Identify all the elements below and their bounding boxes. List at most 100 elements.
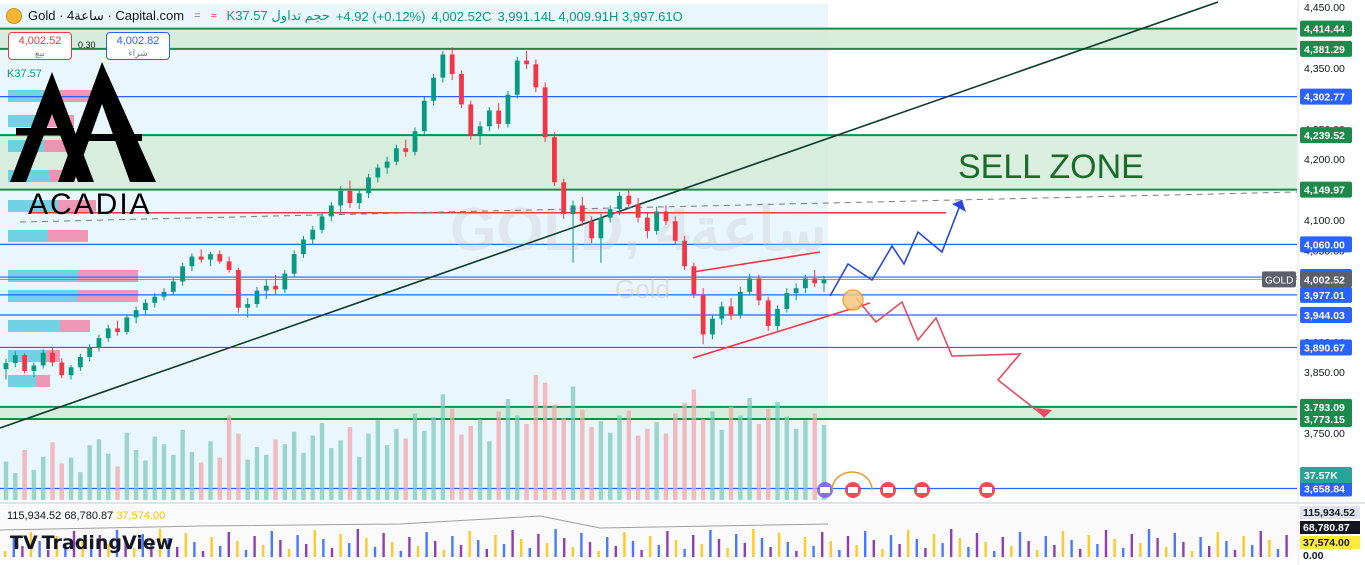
indicator-bar (1251, 545, 1254, 557)
indicator-bar (1096, 544, 1099, 557)
tradingview-logo[interactable]: TV TradingView (10, 532, 173, 554)
buy-label: شراء (128, 48, 148, 58)
indicator-bar (838, 550, 841, 557)
indicator-bar (717, 539, 721, 557)
volume-bar (78, 472, 83, 500)
close-value: 4,002.52C (431, 8, 492, 24)
indicator-bar (958, 538, 961, 557)
axis-tick-label: 3,850.00 (1304, 367, 1345, 379)
volume-bar (598, 421, 604, 500)
buy-button[interactable]: 4,002.82 شراء (106, 32, 170, 60)
volume-bar (273, 439, 278, 500)
indicator-toggle-approx[interactable]: ≈ (206, 10, 221, 22)
indicator-bar (1259, 531, 1262, 557)
indicator-bar (133, 548, 136, 557)
indicator-bar (700, 544, 703, 557)
volume-bar (208, 441, 213, 500)
indicator-bar (545, 543, 549, 557)
indicator-bar (666, 531, 669, 557)
volume-bar (673, 413, 678, 500)
candle-body (477, 126, 483, 135)
lower-axis-badge (1300, 506, 1360, 519)
indicator-bar (141, 534, 144, 557)
candle-body (459, 73, 464, 105)
candle-body (338, 190, 344, 206)
volume-bar (124, 432, 130, 500)
candle-body (812, 278, 818, 284)
volume-bar (13, 473, 18, 500)
indicator-bar (1225, 541, 1228, 557)
volume-bar (264, 454, 269, 500)
symbol-title[interactable]: Gold · 4ساعة · Capital.com (28, 8, 185, 23)
zone-top (0, 28, 1297, 49)
candle-body (635, 204, 641, 218)
volume-bar (68, 457, 74, 500)
indicator-bar (1053, 545, 1056, 557)
indicator-bar (107, 544, 110, 557)
volume-profile-up-bar (8, 290, 78, 302)
candle-body (626, 195, 632, 205)
indicator-bar (64, 545, 67, 557)
price-level-badge (1300, 88, 1352, 105)
indicator-bar (193, 542, 196, 557)
event-highlight-arc (831, 471, 873, 491)
axis-tick-label: 4,200.00 (1304, 154, 1345, 166)
candle-body (310, 229, 316, 240)
indicator-bar (244, 550, 248, 557)
price-level-badge (1300, 271, 1352, 288)
axis-tick-label: 4,100.00 (1304, 215, 1345, 227)
volume-bar (366, 433, 371, 500)
volume-bar (171, 454, 176, 500)
volume-bar (143, 460, 148, 500)
candle-body (654, 211, 660, 232)
candle-body (524, 60, 529, 65)
indicator-bar (382, 533, 385, 557)
indicator-bar (881, 549, 884, 557)
volume-axis-badge-label: 37.57K (1304, 470, 1338, 482)
indicator-bar (408, 537, 411, 557)
volume-bar (617, 415, 622, 500)
candle-body (22, 355, 27, 371)
indicator-bar (21, 546, 24, 557)
indicator-bar (1061, 531, 1065, 557)
price-level-badge-label: 3,658.84 (1304, 484, 1345, 496)
indicator-bar (537, 534, 540, 557)
indicator-bar (743, 543, 746, 557)
indicator-bar (365, 538, 368, 557)
volume-bar (236, 433, 241, 500)
indicator-bar (692, 535, 695, 557)
sell-zone (0, 135, 1297, 190)
indicator-bar (4, 551, 7, 557)
indicator-bar (1216, 532, 1219, 557)
volume-bar (784, 416, 790, 500)
legend-value-2: 68,780.87 (64, 510, 114, 522)
sell-button[interactable]: 4,002.52 بيع (8, 32, 72, 60)
indicator-bar (1208, 546, 1211, 557)
candle-body (115, 328, 120, 333)
candle-body (226, 261, 232, 270)
bearish-arrow-head (1036, 408, 1052, 418)
price-level-badge-label: 4,149.97 (1304, 185, 1345, 197)
candle-body (180, 266, 186, 282)
indicator-bar (1190, 551, 1194, 557)
candle-body (747, 278, 753, 292)
volume-profile-down-bar (78, 270, 138, 282)
indicator-bar (468, 531, 471, 557)
indicator-bar (812, 546, 815, 557)
volume-bar (738, 415, 743, 500)
bullish-projection-path (829, 199, 963, 297)
indicator-toggles[interactable]: = ≈ (190, 10, 221, 22)
candle-body (198, 256, 204, 260)
indicator-bar (735, 534, 738, 557)
candle-body (682, 240, 687, 267)
volume-bar (589, 426, 594, 500)
volume-bar (756, 424, 762, 500)
candle-body (570, 205, 576, 214)
indicator-bar (657, 545, 660, 557)
candle-body (803, 278, 808, 289)
indicator-toggle-equal[interactable]: = (190, 10, 205, 22)
volume-bar (635, 435, 641, 500)
indicator-bar (1165, 547, 1168, 557)
volume-bar (422, 430, 427, 500)
